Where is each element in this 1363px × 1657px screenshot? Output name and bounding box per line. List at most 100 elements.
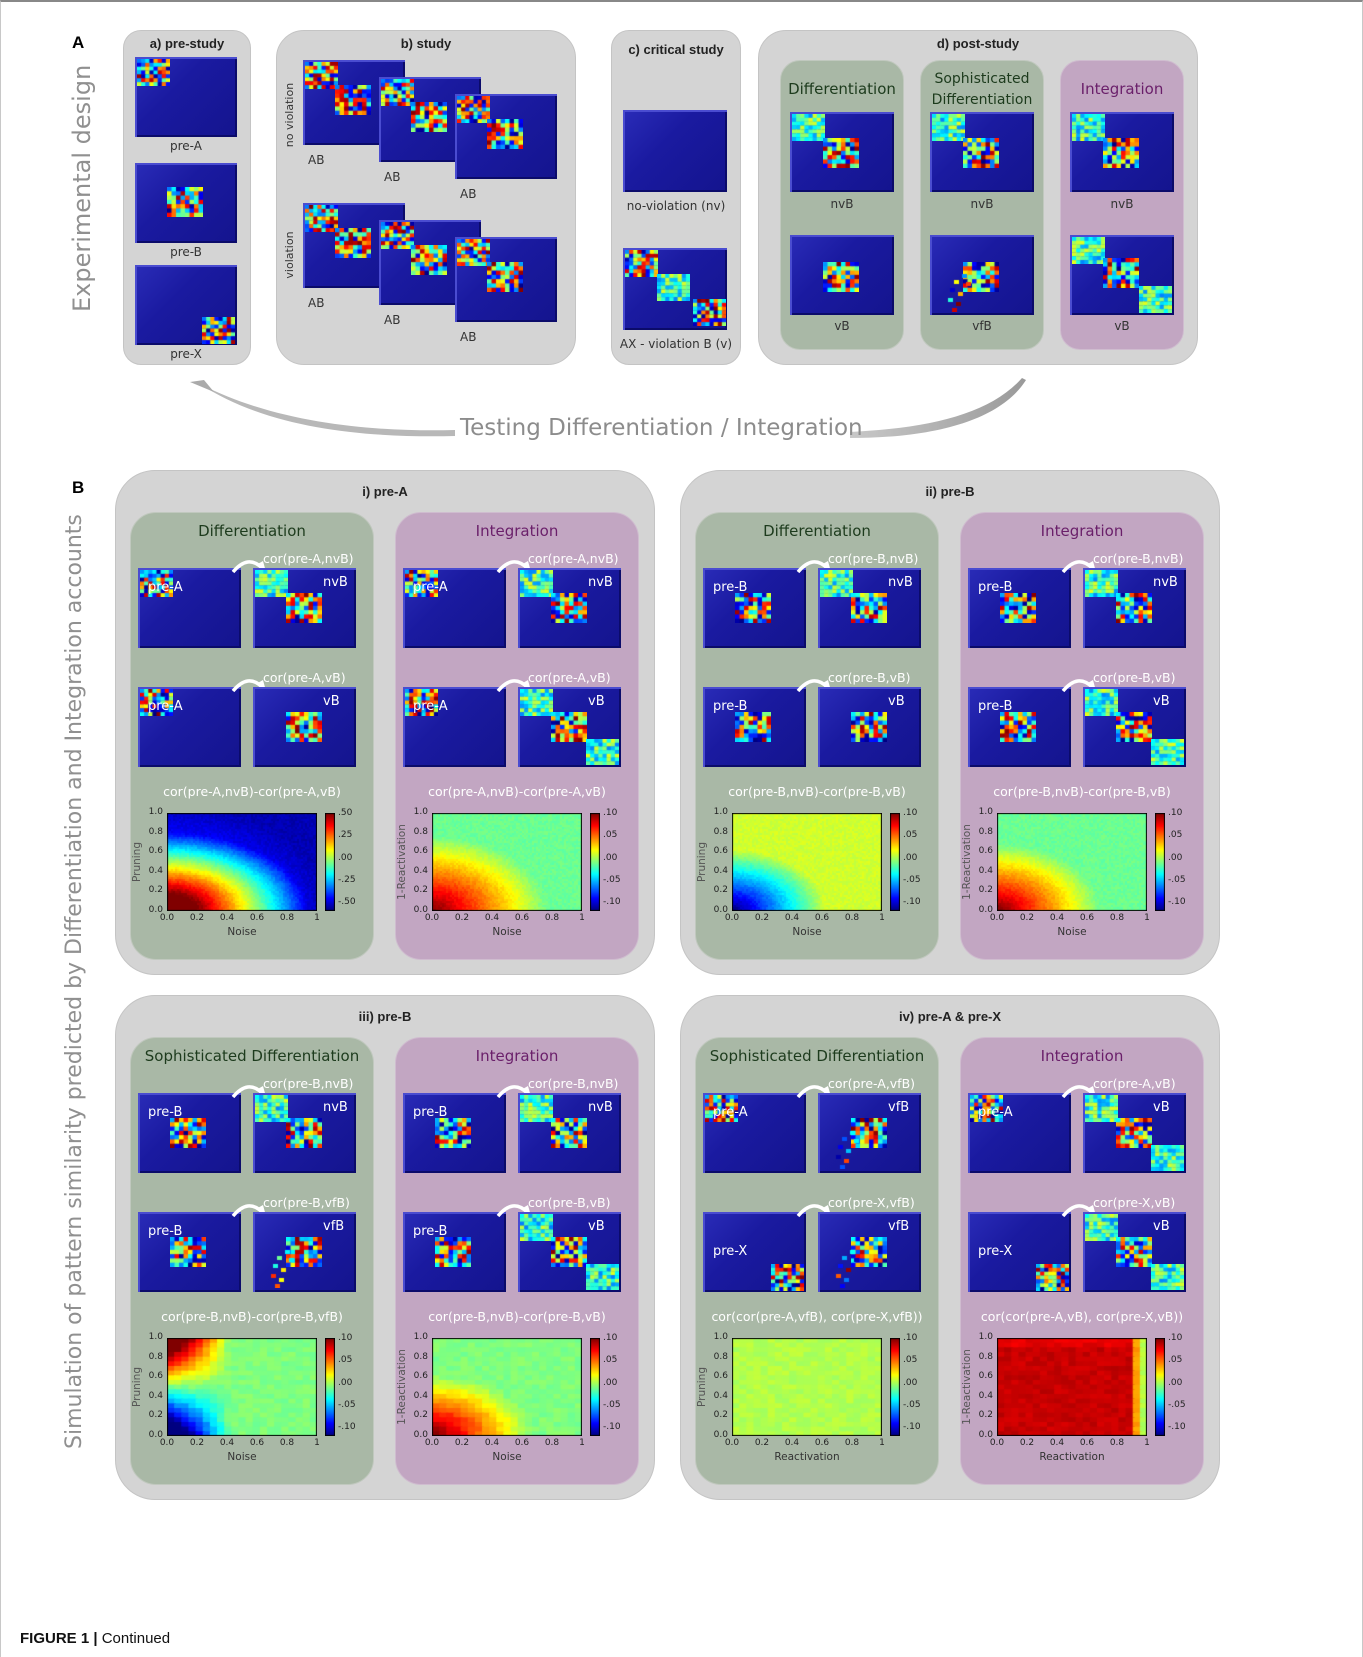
sim-1-right-pre-label-0: pre-A — [413, 580, 448, 595]
sim-4-right-xtick-0: 0.0 — [989, 1438, 1005, 1448]
sim-2-left-heatmap — [732, 813, 882, 911]
sim-1-right-post-label-1: vB — [588, 694, 605, 709]
sim-1-right-ytick-2: 0.6 — [413, 846, 428, 857]
post-nvb-pattern-b-2 — [1103, 138, 1139, 168]
post-soph-title-line2: Differentiation — [931, 92, 1033, 108]
sim-3-right-cbtick-4: -.10 — [603, 1422, 621, 1433]
sim-4-left-post-label-0: vfB — [888, 1100, 910, 1115]
arrow-left-tail — [200, 384, 455, 437]
sim-2-left-xtick-3: 0.6 — [814, 913, 830, 923]
sim-2-left-colorbar — [890, 813, 900, 911]
post-integ-title: Integration — [1080, 80, 1164, 98]
sim-4-left-pre-label-1: pre-X — [713, 1244, 748, 1259]
sim-3-left-post-b-0 — [286, 1118, 322, 1148]
sim-3-right-map-title: cor(pre-B,nvB)-cor(pre-B,vB) — [428, 1309, 606, 1324]
sim-3-left-cbtick-0: .10 — [338, 1333, 353, 1343]
post-nvb-label-0: nvB — [830, 197, 854, 211]
sim-1-left-ytick-4: 0.2 — [148, 885, 163, 896]
study-pattern-b-0-1 — [411, 102, 447, 132]
prestudy-label-1: pre-A — [170, 139, 202, 153]
sim-4-left-ytick-5: 0.0 — [713, 1430, 728, 1440]
post-vb-label-2: vB — [1114, 319, 1130, 333]
sim-2-right-heading: Integration — [1040, 522, 1124, 540]
sim-1-left-ytick-2: 0.6 — [148, 846, 163, 857]
sim-3-right-ytick-5: 0.0 — [413, 1430, 428, 1440]
sim-3-right-pre-label-1: pre-B — [413, 1224, 448, 1239]
sim-3-left-ytick-4: 0.2 — [148, 1410, 163, 1421]
sim-1-left-colorbar — [325, 813, 335, 911]
panel-a-side-label: Experimental design — [68, 64, 96, 312]
sim-2-left-pre-label-1: pre-B — [713, 699, 748, 714]
sim-2-right-cbtick-3: -.05 — [1168, 874, 1186, 885]
sim-1-left-pre-pattern-0 — [140, 570, 173, 597]
study-pattern-b-0-2 — [487, 119, 523, 149]
critical-pattern-a — [625, 250, 658, 277]
sim-4-right-xtick-2: 0.4 — [1049, 1438, 1065, 1448]
sim-3-left-post-label-1: vfB — [323, 1219, 345, 1234]
sim-2-left-xtick-0: 0.0 — [724, 913, 740, 923]
sim-3-right-post-x-1 — [586, 1264, 619, 1290]
sim-3-right-xtick-3: 0.6 — [514, 1438, 530, 1448]
post-nvb-pattern-b-0 — [823, 138, 859, 168]
study-pattern-a-1-2 — [457, 239, 490, 266]
study-nv-side: no violation — [283, 82, 296, 148]
sim-2-right-ytick-4: 0.2 — [978, 885, 993, 896]
sim-1-right-xtick-5: 1 — [579, 913, 585, 923]
sim-2-right-ytick-5: 0.0 — [978, 905, 993, 915]
post-vb-pattern-b-0 — [823, 262, 859, 292]
sim-1-right-ylabel: 1-Reactivation — [396, 824, 408, 900]
sim-1-right-cbtick-1: .05 — [603, 830, 618, 841]
study-pattern-b-1-2 — [487, 262, 523, 292]
sim-4-right-xlabel: Reactivation — [1039, 1451, 1105, 1463]
sim-3-left-xtick-3: 0.6 — [249, 1438, 265, 1448]
sim-3-right-xtick-5: 1 — [579, 1438, 585, 1448]
study-pattern-a-0-0 — [305, 62, 338, 89]
sim-2-left-post-label-0: nvB — [888, 575, 913, 590]
sim-2-left-cbtick-2: .00 — [903, 852, 918, 863]
sim-1-left-xtick-3: 0.6 — [249, 913, 265, 923]
sim-4-left-post-frag-0 — [832, 1129, 862, 1169]
sim-1-left-xtick-4: 0.8 — [279, 913, 295, 923]
sim-4-right-cbtick-2: .00 — [1168, 1377, 1183, 1388]
study-ab-label-1-2: AB — [460, 330, 477, 344]
caption-text: Continued — [97, 1630, 171, 1647]
sim-3-right-cor-0: cor(pre-B,nvB) — [528, 1076, 619, 1091]
sim-4-left-xtick-0: 0.0 — [724, 1438, 740, 1448]
post-nvb-pattern-a-1 — [932, 114, 965, 141]
sim-3-left-xtick-0: 0.0 — [159, 1438, 175, 1448]
sim-4-right-ytick-5: 0.0 — [978, 1430, 993, 1440]
sim-2-right-xlabel: Noise — [1057, 926, 1087, 938]
sim-1-left-heatmap — [167, 813, 317, 911]
sim-4-left-ylabel: Pruning — [696, 1367, 708, 1408]
sim-1-left-cbtick-1: .25 — [338, 830, 353, 841]
sim-1-left-pre-label-1: pre-A — [148, 699, 183, 714]
sim-4-right-post-a-0 — [1085, 1095, 1118, 1122]
arrow-right-head — [850, 378, 1026, 438]
study-pattern-a-0-2 — [457, 96, 490, 123]
study-ab-label-0-1: AB — [384, 170, 401, 184]
sim-4-left-map-title: cor(cor(pre-A,vfB), cor(pre-X,vfB)) — [711, 1309, 923, 1324]
sim-4-left-pre-pattern-0 — [705, 1095, 738, 1122]
sim-4-left-ytick-1: 0.8 — [713, 1351, 728, 1362]
post-vb-pattern-a-2 — [1072, 237, 1105, 264]
sim-4-right-cbtick-3: -.05 — [1168, 1399, 1186, 1410]
sim-3-right-post-b-1 — [551, 1237, 587, 1267]
sim-2-right-post-a-0 — [1085, 570, 1118, 597]
sim-4-left-ytick-4: 0.2 — [713, 1410, 728, 1421]
sim-3-right-ytick-1: 0.8 — [413, 1351, 428, 1362]
post-soph-title-line1: Sophisticated — [934, 71, 1030, 87]
critical-v-label: AX - violation B (v) — [619, 337, 733, 351]
sim-3-right-post-a-1 — [520, 1214, 553, 1241]
sim-3-left-ytick-5: 0.0 — [148, 1430, 163, 1440]
sim-1-right-heading: Integration — [475, 522, 559, 540]
sim-4-right-cbtick-4: -.10 — [1168, 1422, 1186, 1433]
sim-4-right-ytick-4: 0.2 — [978, 1410, 993, 1421]
sim-1-right-xtick-2: 0.4 — [484, 913, 500, 923]
sim-4-right-ytick-3: 0.4 — [978, 1390, 993, 1401]
sim-3-right-cbtick-3: -.05 — [603, 1399, 621, 1410]
sim-2-right-xtick-1: 0.2 — [1019, 913, 1035, 923]
sim-2-right-cbtick-2: .00 — [1168, 852, 1183, 863]
sim-2-right-post-x-1 — [1151, 739, 1184, 765]
study-pattern-a-1-1 — [381, 222, 414, 249]
sim-2-left-ytick-4: 0.2 — [713, 885, 728, 896]
